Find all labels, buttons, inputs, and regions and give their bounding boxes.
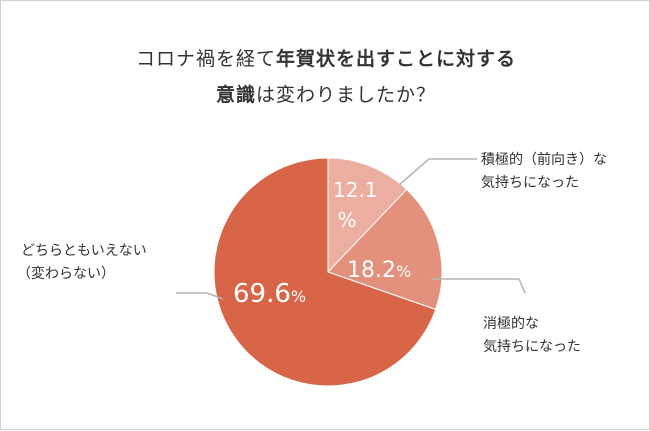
value-label-positive: 12.1	[333, 178, 378, 202]
value-negative-unit: %	[396, 262, 411, 281]
value-label-neutral: 69.6%	[233, 279, 306, 309]
leader-line-positive	[398, 158, 477, 186]
label-negative-line-1: 消極的な	[483, 316, 539, 332]
label-neutral-line-1: どちらともいえない	[21, 243, 147, 259]
label-positive-line-1: 積極的（前向き）な	[481, 151, 607, 168]
title-line-1-bold: 年賀状を出すことに対する	[276, 47, 516, 70]
chart-title-line-1: コロナ禍を経て年賀状を出すことに対する	[136, 47, 516, 70]
pie-slice-positive	[327, 157, 408, 274]
leader-line-neutral	[176, 292, 224, 300]
label-negative-line-2: 気持ちになった	[483, 339, 581, 355]
value-unit-positive: %	[337, 208, 356, 232]
label-neutral-line-2: （変わらない）	[17, 265, 115, 282]
pie-slice-neutral	[213, 157, 437, 387]
value-neutral-number: 69.6	[233, 279, 291, 309]
chart-title-line-2: 意識は変わりましたか？	[216, 83, 436, 106]
title-line-1-normal: コロナ禍を経て	[136, 48, 276, 70]
title-line-2-bold: 意識	[216, 83, 256, 106]
leader-line-negative	[431, 278, 526, 294]
value-neutral-unit: %	[291, 287, 306, 306]
value-negative-number: 18.2	[347, 258, 396, 283]
value-label-negative: 18.2%	[347, 258, 411, 283]
title-line-2-normal: は変わりましたか？	[256, 84, 436, 106]
pie-slices	[213, 157, 443, 387]
label-positive-line-2: 気持ちになった	[481, 175, 579, 191]
pie-slice-negative	[327, 188, 443, 311]
